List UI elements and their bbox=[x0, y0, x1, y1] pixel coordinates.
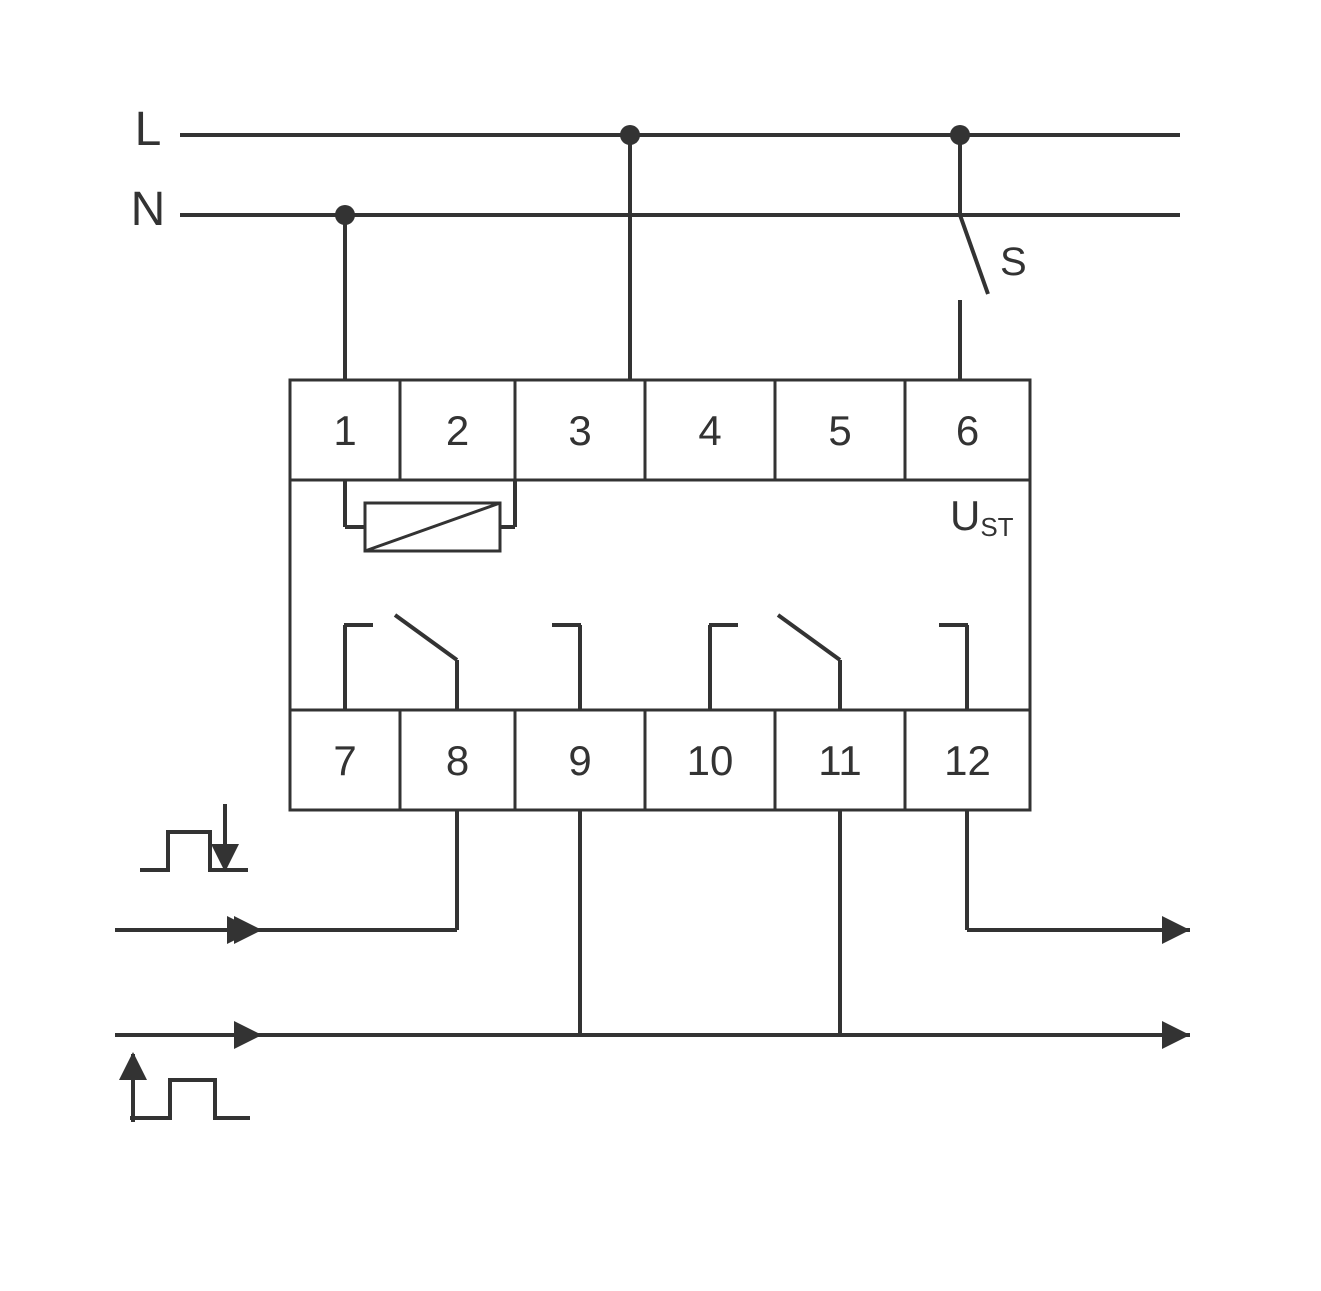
terminal-7: 7 bbox=[333, 737, 356, 784]
label-s: S bbox=[1000, 240, 1027, 284]
terminal-1: 1 bbox=[333, 407, 356, 454]
terminal-9: 9 bbox=[568, 737, 591, 784]
terminal-11: 11 bbox=[818, 737, 862, 784]
label-l: L bbox=[135, 103, 162, 156]
terminal-12: 12 bbox=[944, 737, 991, 784]
terminal-3: 3 bbox=[568, 407, 591, 454]
terminal-5: 5 bbox=[828, 407, 851, 454]
terminal-6: 6 bbox=[956, 407, 979, 454]
terminal-2: 2 bbox=[446, 407, 469, 454]
terminal-4: 4 bbox=[698, 407, 721, 454]
terminal-8: 8 bbox=[446, 737, 469, 784]
terminal-10: 10 bbox=[687, 737, 734, 784]
label-ust: UST bbox=[950, 492, 1014, 542]
label-n: N bbox=[131, 183, 166, 236]
rising-pulse-icon bbox=[130, 1080, 250, 1118]
